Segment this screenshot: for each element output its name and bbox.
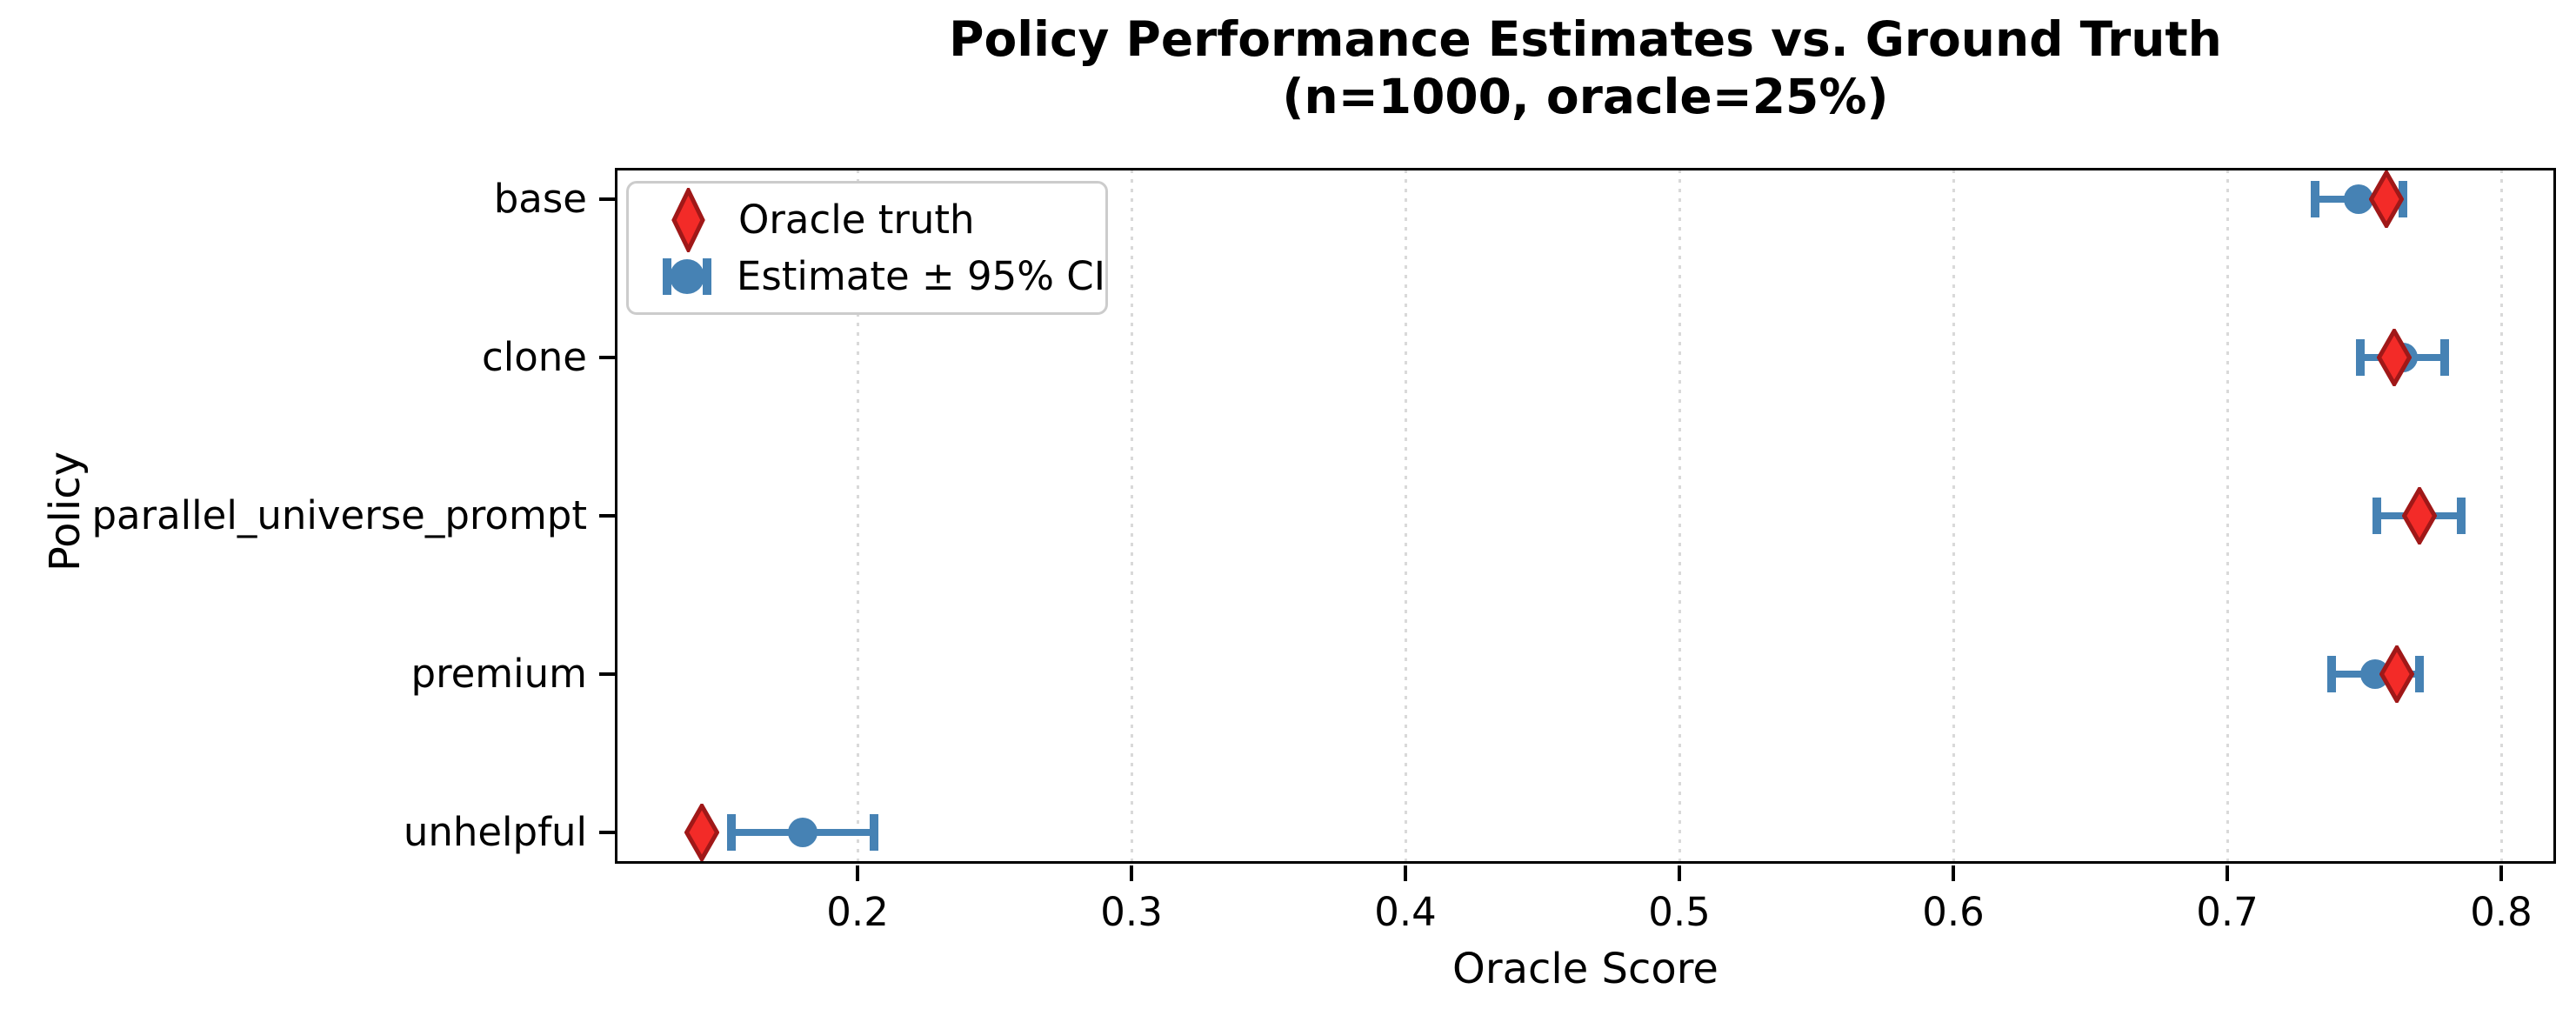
legend-label-estimate: Estimate ± 95% CI	[736, 253, 1105, 299]
estimate-point	[788, 817, 818, 847]
x-axis-label: Oracle Score	[1452, 945, 1718, 993]
legend-entry-oracle: Oracle truth	[629, 187, 1105, 252]
error-bar-cap-right	[2440, 339, 2450, 377]
x-tick-label: 0.6	[1922, 889, 1985, 935]
y-tick-label: premium	[410, 650, 587, 697]
error-bar-cap-left	[2326, 655, 2336, 692]
errorbar-marker-icon	[651, 257, 723, 296]
legend-entry-estimate: Estimate ± 95% CI	[629, 248, 1105, 304]
gridline	[2499, 170, 2503, 862]
oracle-diamond	[2368, 168, 2405, 231]
error-bar-cap-right	[2457, 498, 2466, 534]
gridline	[2226, 170, 2229, 862]
error-bar-cap-left	[2310, 181, 2319, 218]
error-bar-cap-left	[727, 813, 737, 851]
x-tick-label: 0.3	[1100, 889, 1163, 935]
y-tick	[599, 672, 615, 676]
x-tick-label: 0.4	[1374, 889, 1437, 935]
gridline	[1952, 170, 1955, 862]
x-tick	[1130, 865, 1134, 881]
chart-title: Policy Performance Estimates vs. Ground …	[615, 10, 2556, 125]
x-tick-label: 0.7	[2196, 889, 2259, 935]
y-tick-label: clone	[482, 334, 587, 381]
diamond-marker-icon	[651, 187, 724, 252]
error-bar-cap-right	[869, 813, 878, 851]
oracle-diamond	[684, 801, 719, 864]
gridline	[1404, 170, 1407, 862]
y-tick	[599, 514, 615, 518]
x-tick-label: 0.8	[2470, 889, 2533, 935]
chart-title-line2: (n=1000, oracle=25%)	[1282, 69, 1889, 124]
x-tick	[1678, 865, 1682, 881]
x-tick	[1404, 865, 1408, 881]
error-bar-cap-left	[2355, 339, 2365, 377]
x-tick	[1952, 865, 1956, 881]
gridline	[856, 170, 859, 862]
y-tick	[599, 830, 615, 834]
y-tick-label: unhelpful	[403, 808, 587, 855]
x-tick-label: 0.2	[826, 889, 889, 935]
oracle-diamond	[2401, 484, 2437, 547]
x-tick	[2226, 865, 2229, 881]
legend-label-oracle: Oracle truth	[738, 197, 975, 243]
x-tick-label: 0.5	[1648, 889, 1711, 935]
error-bar-cap-left	[2372, 498, 2381, 534]
error-bar-cap-right	[2414, 655, 2424, 692]
y-tick	[599, 356, 615, 360]
oracle-diamond	[2376, 326, 2412, 389]
chart-title-line1: Policy Performance Estimates vs. Ground …	[949, 11, 2222, 67]
x-tick	[2499, 865, 2503, 881]
gridline	[1130, 170, 1133, 862]
oracle-diamond	[2379, 643, 2415, 705]
y-tick-label: base	[493, 176, 587, 223]
x-tick	[856, 865, 860, 881]
gridline	[1678, 170, 1681, 862]
plot-area: Oracle truth Estimate ± 95% CI	[615, 168, 2556, 864]
y-tick-label: parallel_universe_prompt	[91, 492, 587, 538]
y-tick	[599, 197, 615, 202]
legend: Oracle truth Estimate ± 95% CI	[626, 181, 1108, 315]
